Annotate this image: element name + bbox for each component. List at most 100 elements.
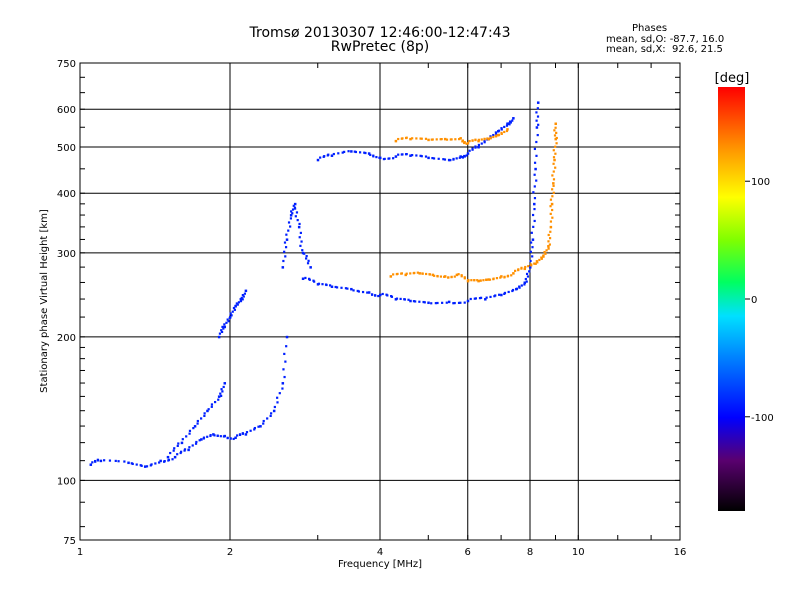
scatter-point [123,460,126,463]
scatter-point [223,434,227,438]
scatter-point [319,156,322,159]
scatter-point [295,211,299,214]
scatter-point [480,142,483,145]
scatter-point [93,459,97,463]
scatter-point [455,157,458,160]
scatter-point [554,122,557,126]
scatter-point [500,128,503,131]
scatter-point [305,257,308,260]
scatter-point [551,208,554,212]
scatter-point [370,293,374,296]
scatter-point [216,434,219,438]
scatter-point [253,428,256,431]
scatter-point [374,294,377,297]
y-tick-label: 400 [57,189,76,200]
scatter-point [337,152,340,155]
scatter-point [529,259,532,263]
scatter-point [294,215,297,218]
scatter-point [229,437,232,440]
x-axis-label: Frequency [MHz] [338,559,422,570]
scatter-point [466,141,470,145]
scatter-point [266,417,269,420]
scatter-point [470,279,473,282]
scatter-point [293,202,297,206]
scatter-point [480,138,483,141]
scatter-point [538,258,541,262]
scatter-point [219,435,222,438]
scatter-point [445,301,448,304]
scatter-point [313,280,316,283]
scatter-point [497,129,501,132]
scatter-point [292,204,295,207]
scatter-point [323,155,326,158]
scatter-point [108,459,112,462]
scatter-point [278,392,281,395]
scatter-point [411,154,414,157]
scatter-point [363,151,366,154]
scatter-point [418,300,421,303]
scatter-point [305,254,308,258]
scatter-point [531,246,534,249]
scatter-point [533,219,536,223]
scatter-point [285,335,289,339]
scatter-point [424,155,428,158]
stats-heading: Phases [632,23,668,34]
scatter-point [299,244,302,247]
scatter-point [533,197,537,200]
scatter-point [549,198,553,201]
scatter-point [533,207,536,211]
scatter-point [187,448,190,452]
scatter-point [289,214,293,217]
scatter-point [554,152,557,155]
scatter-point [477,279,480,283]
scatter-point [232,437,235,441]
scatter-point [282,368,285,371]
scatter-point [253,426,256,430]
scatter-point [489,135,492,138]
scatter-point [307,259,310,262]
scatter-point [285,238,289,241]
scatter-point [503,275,506,278]
scatter-point [405,272,408,275]
scatter-point [553,158,556,162]
scatter-point [163,460,166,463]
scatter-point [535,111,538,114]
scatter-point [383,157,386,160]
scatter-point [177,442,180,445]
scatter-point [140,464,143,467]
colorbar-tick-label: 100 [751,177,770,188]
scatter-point [221,325,224,328]
scatter-point [545,249,548,252]
scatter-point [532,191,535,194]
y-tick-label: 750 [57,59,76,70]
scatter-point [354,150,358,154]
scatter-point [169,451,172,455]
scatter-point [234,436,237,440]
scatter-point [547,245,550,248]
scatter-point [500,275,503,278]
scatter-point [483,141,486,144]
scatter-point [389,275,393,278]
scatter-point [453,301,456,305]
scatter-point [489,295,492,299]
scatter-point [206,409,209,413]
scatter-point [452,157,455,161]
scatter-point [469,297,472,301]
scatter-point [127,461,130,465]
scatter-point [176,444,179,447]
scatter-point [494,132,498,135]
scatter-point [412,300,416,303]
scatter-point [375,155,378,159]
scatter-point [526,275,530,278]
scatter-point [332,152,335,156]
scatter-point [476,279,479,282]
scatter-point [443,275,447,278]
scatter-point [529,250,532,253]
scatter-point [222,327,225,330]
scatter-point [420,137,423,140]
scatter-point [532,225,535,228]
y-axis-label: Stationary phase Virtual Height [km] [39,209,50,393]
scatter-point [223,323,226,326]
scatter-point [544,252,547,255]
scatter-point [240,296,243,300]
